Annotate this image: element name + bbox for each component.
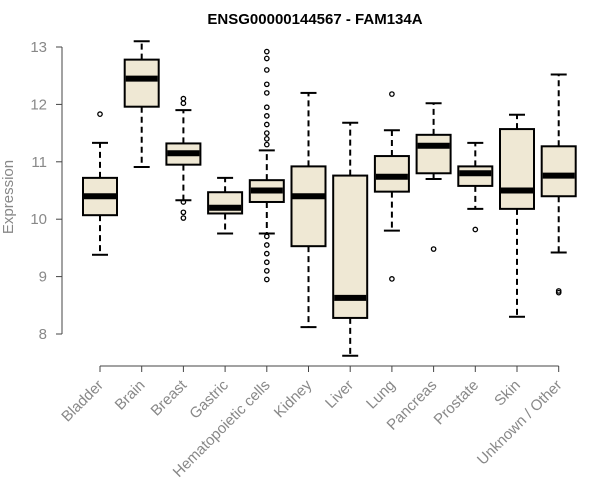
box	[332, 174, 369, 319]
outlier-point	[263, 130, 270, 136]
outlier-point	[263, 48, 270, 55]
chart-title: ENSG00000144567 - FAM134A	[207, 11, 422, 28]
box-group	[415, 102, 452, 252]
outlier-point	[263, 121, 270, 128]
box-group	[540, 73, 577, 296]
y-tick-label: 10	[30, 211, 47, 228]
box-group	[248, 48, 285, 283]
box-group	[123, 40, 160, 168]
outlier-point	[389, 276, 395, 282]
outlier-point	[180, 215, 187, 221]
box-group	[373, 91, 410, 282]
box	[290, 165, 327, 248]
outlier-point	[263, 113, 270, 119]
outlier-point	[263, 259, 270, 266]
y-tick-label: 9	[39, 269, 47, 286]
box-group	[457, 141, 494, 233]
y-tick-label: 8	[39, 326, 47, 343]
outlier-point	[555, 289, 562, 296]
x-tick-label: Brain	[112, 377, 149, 414]
y-axis: 8 9 10 11 12 13	[30, 39, 63, 343]
box-group	[207, 176, 244, 235]
y-axis-label: Expression	[0, 160, 17, 234]
outlier-point	[263, 233, 270, 240]
box-group	[290, 91, 327, 329]
outlier-point	[263, 81, 270, 88]
outlier-point	[97, 111, 103, 118]
box-group	[82, 111, 118, 256]
x-tick-label: Prostate	[431, 377, 483, 429]
outlier-point	[180, 95, 187, 102]
box	[540, 145, 577, 198]
outlier-point	[263, 141, 270, 148]
outlier-point	[263, 55, 270, 62]
box	[123, 58, 160, 108]
outlier-point	[180, 199, 187, 205]
outlier-point	[472, 226, 479, 233]
outlier-point	[263, 242, 270, 248]
outlier-point	[263, 268, 270, 274]
y-tick-label: 12	[30, 96, 47, 113]
box-group	[499, 113, 535, 318]
outlier-point	[263, 104, 270, 111]
x-tick-label: Bladder	[58, 377, 107, 426]
box	[499, 128, 535, 210]
box-plots	[82, 40, 577, 357]
outlier-point	[389, 91, 395, 97]
outlier-point	[180, 209, 187, 216]
box-group	[332, 121, 369, 357]
outlier-point	[263, 135, 270, 142]
outlier-point	[430, 246, 437, 252]
box-group	[165, 95, 202, 221]
outlier-point	[263, 250, 270, 257]
y-tick-label: 11	[31, 154, 47, 171]
x-tick-label: Skin	[491, 377, 524, 410]
outlier-point	[263, 67, 270, 73]
box	[415, 133, 452, 175]
outlier-point	[263, 276, 270, 283]
outlier-point	[263, 90, 270, 96]
x-tick-label: Kidney	[271, 376, 316, 421]
y-tick-label: 13	[30, 39, 47, 56]
outlier-point	[180, 100, 187, 107]
x-tick-label: Lung	[363, 377, 399, 413]
x-tick-label: Breast	[148, 376, 191, 419]
x-tick-label: Liver	[322, 377, 357, 412]
